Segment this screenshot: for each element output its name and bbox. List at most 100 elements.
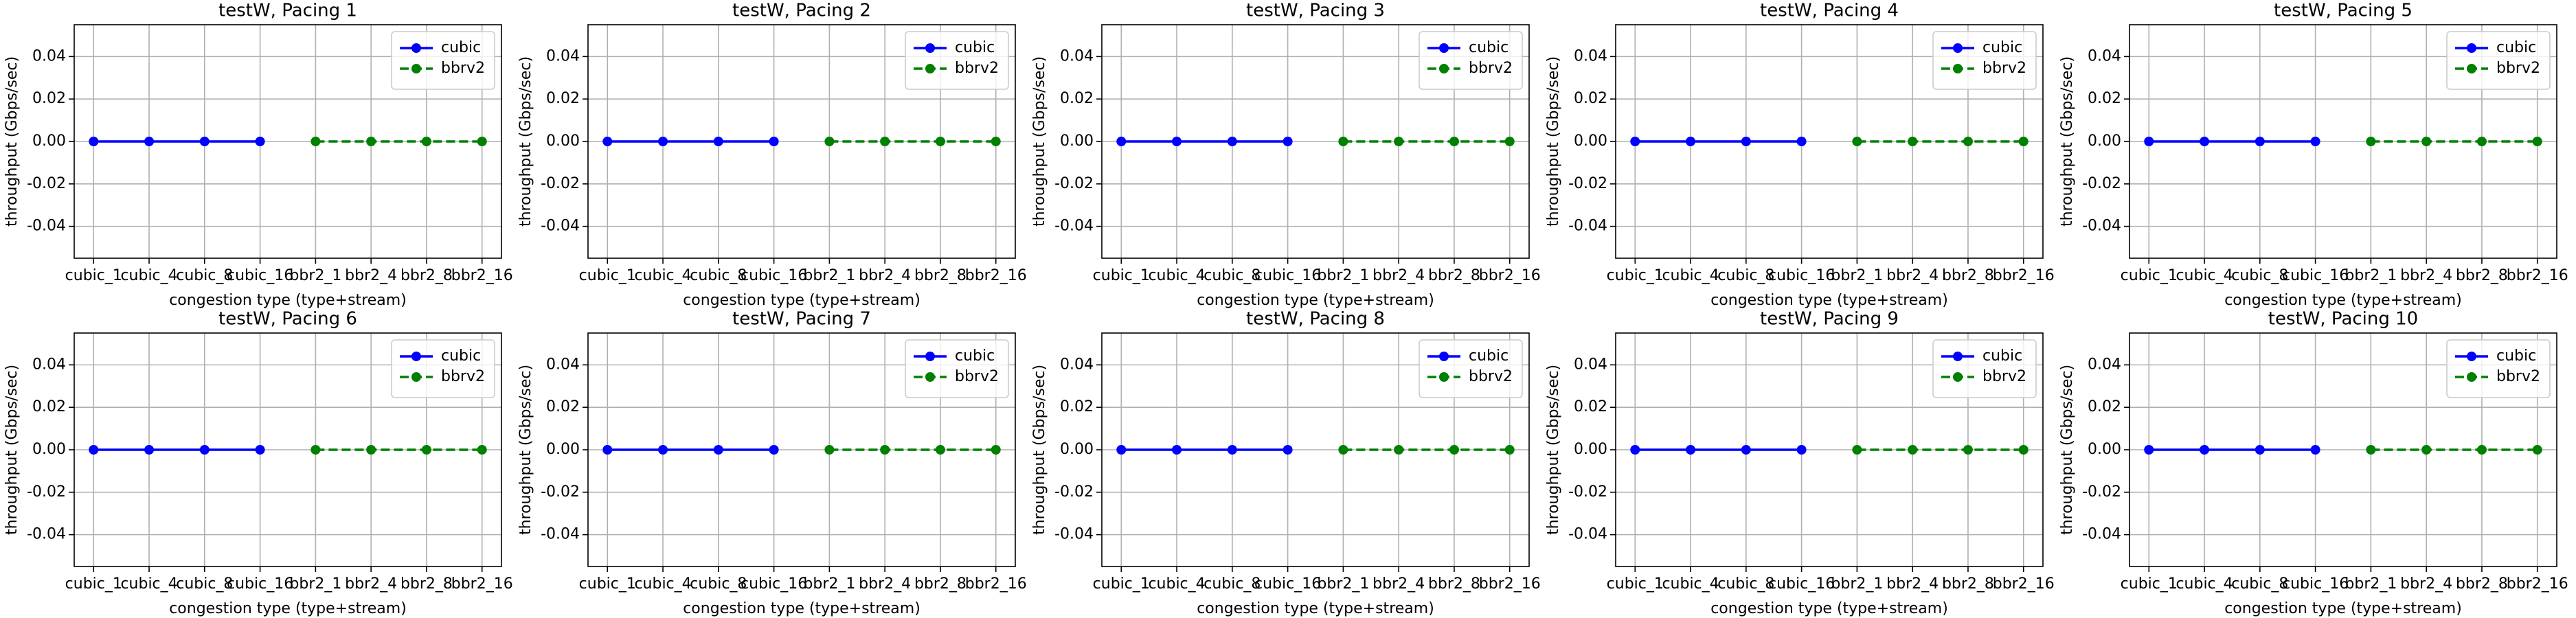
data-point [880,137,890,146]
legend-label: bbrv2 [1982,368,2026,385]
data-point [1686,137,1696,146]
subplot-title: testW, Pacing 5 [2274,1,2413,21]
y-tick-label: 0.04 [546,356,580,373]
x-tick-label: bbr2_8 [914,575,967,593]
plot-frame [2129,24,2557,259]
data-point [1630,137,1640,146]
data-point [366,445,376,455]
x-tick-label: cubic_16 [1768,267,1835,284]
x-tick-label: bbr2_1 [803,267,855,284]
data-point [1686,445,1696,455]
y-tick-label: -0.02 [1054,483,1094,501]
data-point [1908,445,1918,455]
x-tick-label: cubic_1 [1093,575,1150,593]
data-point [2421,137,2432,146]
data-point [199,445,210,455]
data-point [1394,445,1404,455]
legend-marker [2467,372,2476,382]
legend-marker [925,64,935,73]
data-point [1504,137,1515,146]
y-tick-label: 0.04 [1060,356,1094,373]
x-tick-label: cubic_1 [65,267,122,284]
y-tick-label: 0.02 [1574,90,1607,107]
x-tick-label: bbr2_16 [2507,267,2568,284]
x-tick-label: cubic_16 [741,575,807,593]
data-point [421,445,431,455]
y-tick-label: 0.00 [1060,441,1094,458]
y-tick-label: 0.00 [1060,133,1094,150]
data-point [1963,445,1973,455]
subplot: testW, Pacing 5 congestion type (type+str… [2059,1,2568,310]
plot-frame [74,24,502,259]
legend-label: bbrv2 [441,60,485,77]
y-tick-label: -0.02 [1568,483,1607,501]
x-tick-label: cubic_4 [634,575,691,593]
x-tick-label: bbr2_8 [2456,267,2508,284]
x-tick-label: cubic_4 [1662,575,1719,593]
y-tick-label: -0.02 [541,175,580,192]
data-point [713,445,723,455]
legend-marker [925,352,935,361]
subplot: testW, Pacing 7 congestion type (type+str… [517,309,1027,618]
data-point [935,445,945,455]
data-point [2144,137,2154,146]
x-tick-label: bbr2_4 [1886,575,1939,593]
y-axis-label: throughput (Gbps/sec) [517,365,534,535]
data-point [2255,445,2265,455]
data-point [1796,137,1807,146]
x-tick-label: cubic_1 [1607,575,1664,593]
y-tick-label: 0.02 [32,398,66,415]
x-tick-label: cubic_8 [2231,575,2288,593]
y-tick-label: -0.02 [1568,175,1607,192]
x-tick-label: cubic_16 [741,267,807,284]
y-tick-label: -0.02 [27,175,66,192]
x-tick-label: cubic_1 [1607,267,1664,284]
data-point [366,137,376,146]
subplot: testW, Pacing 8 congestion type (type+str… [1031,309,1541,618]
subplot-title: testW, Pacing 2 [732,1,871,21]
x-tick-label: cubic_4 [2176,575,2233,593]
subplot: testW, Pacing 2 congestion type (type+str… [517,1,1027,310]
x-tick-label: cubic_8 [2231,267,2288,284]
y-tick-label: 0.02 [2088,398,2121,415]
subplot-title: testW, Pacing 1 [218,1,357,21]
x-tick-label: bbr2_8 [400,267,453,284]
x-tick-label: cubic_16 [1254,267,1321,284]
y-tick-label: 0.04 [1574,356,1607,373]
data-point [2476,445,2487,455]
plot-frame [587,332,1016,567]
data-point [2200,445,2210,455]
data-point [935,137,945,146]
x-tick-label: cubic_4 [120,267,177,284]
data-point [1852,445,1862,455]
data-point [2018,445,2029,455]
x-tick-label: cubic_1 [2121,267,2178,284]
x-tick-label: bbr2_1 [2345,267,2397,284]
data-point [1338,445,1348,455]
x-tick-label: cubic_8 [176,267,233,284]
y-tick-label: 0.00 [546,441,580,458]
y-tick-label: 0.04 [2088,356,2121,373]
y-tick-label: 0.04 [32,356,66,373]
plot-frame [1615,332,2044,567]
x-axis-label: congestion type (type+stream) [1197,292,1434,309]
data-point [199,137,210,146]
data-point [1908,137,1918,146]
x-tick-label: bbr2_16 [451,267,513,284]
x-tick-label: bbr2_4 [859,267,911,284]
y-tick-label: -0.02 [27,483,66,501]
y-axis-label: throughput (Gbps/sec) [3,365,21,535]
y-axis-label: throughput (Gbps/sec) [1545,365,1562,535]
x-tick-label: cubic_8 [1204,575,1261,593]
x-tick-label: cubic_4 [1662,267,1719,284]
y-tick-label: -0.04 [541,218,580,235]
plot-frame [1101,24,1530,259]
x-tick-label: cubic_1 [65,575,122,593]
data-point [1852,137,1862,146]
y-tick-label: -0.04 [27,218,66,235]
y-tick-label: -0.02 [1054,175,1094,192]
y-tick-label: -0.02 [2082,175,2121,192]
data-point [2366,137,2376,146]
x-tick-label: bbr2_4 [1886,267,1939,284]
legend-label: cubic [955,39,995,56]
